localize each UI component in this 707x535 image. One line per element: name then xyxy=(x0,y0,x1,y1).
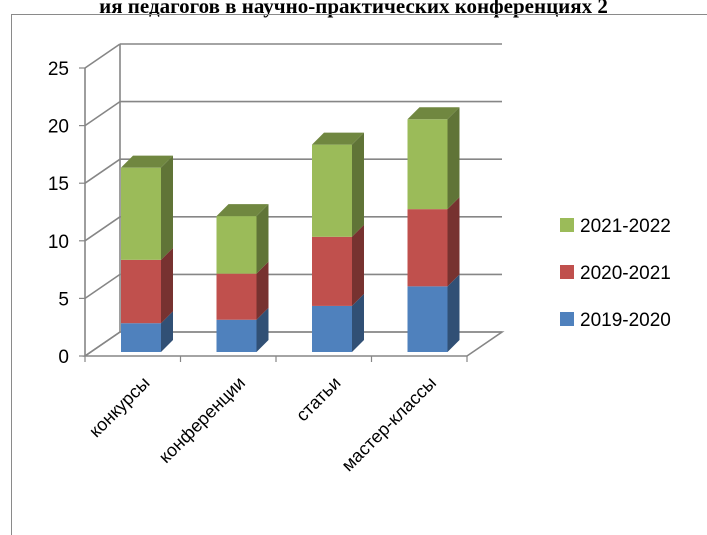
chart-floor xyxy=(82,331,505,357)
bar-segment-front xyxy=(216,273,257,320)
bar-segment-side xyxy=(161,311,173,352)
bar-segment-side xyxy=(352,293,364,352)
legend: 2021-2022 2020-2021 2019-2020 xyxy=(560,216,671,331)
chart-area-frame xyxy=(11,14,707,535)
bar-segment-top xyxy=(216,204,269,217)
bar-segment-top xyxy=(407,107,460,120)
bar-segment-front xyxy=(407,119,448,210)
gridline-side xyxy=(84,273,121,300)
bar-segment-side xyxy=(256,261,269,320)
bar-segment-top xyxy=(312,132,364,145)
bar-segment-side xyxy=(161,247,173,324)
legend-swatch xyxy=(560,265,574,279)
bar-segment-side xyxy=(352,224,364,306)
bar-segment-side xyxy=(352,132,364,237)
x-category-label: мастер-классы xyxy=(338,373,441,476)
legend-label: 2021-2022 xyxy=(580,216,671,237)
gridline-side xyxy=(84,43,121,69)
chart-title: ия педагогов в научно-практических конфе… xyxy=(99,0,608,18)
bar-segment-side xyxy=(447,197,460,287)
bar-segment-front xyxy=(121,323,161,352)
bar-segment-front xyxy=(121,167,161,260)
y-tick-label: 20 xyxy=(48,117,69,138)
x-category-label: конференции xyxy=(155,373,249,467)
y-tick-label: 25 xyxy=(48,59,69,80)
bar-segment-front xyxy=(216,216,257,274)
bar-segment-side xyxy=(447,274,460,352)
legend-label: 2019-2020 xyxy=(580,310,671,331)
bar-segment-front xyxy=(216,319,257,352)
bar-segment-top xyxy=(121,155,173,168)
y-tick-label: 5 xyxy=(58,289,69,310)
bar-segment-side xyxy=(447,107,460,210)
axes-layer xyxy=(79,43,505,362)
legend-swatch xyxy=(560,312,574,326)
bar-segment-side xyxy=(256,204,269,274)
bar-segment-front xyxy=(312,305,352,352)
bar-segment-side xyxy=(161,155,173,260)
legend-label: 2020-2021 xyxy=(580,263,671,284)
gridline-side xyxy=(84,216,121,242)
y-tick-label: 0 xyxy=(58,347,69,368)
bars-layer xyxy=(121,107,460,352)
y-tick-label: 15 xyxy=(48,174,69,195)
x-category-label: конкурсы xyxy=(85,373,153,441)
bar-segment-front xyxy=(407,209,448,287)
bar-segment-front xyxy=(312,236,352,306)
gridline-side xyxy=(84,158,121,184)
legend-swatch xyxy=(560,218,574,232)
bar-segment-front xyxy=(312,144,352,237)
bar-segment-front xyxy=(407,286,448,352)
bar-segment-side xyxy=(256,307,269,352)
x-category-label: статьи xyxy=(292,373,345,426)
bar-segment-front xyxy=(121,259,161,324)
y-tick-label: 10 xyxy=(48,232,69,253)
gridline-side xyxy=(84,100,121,127)
